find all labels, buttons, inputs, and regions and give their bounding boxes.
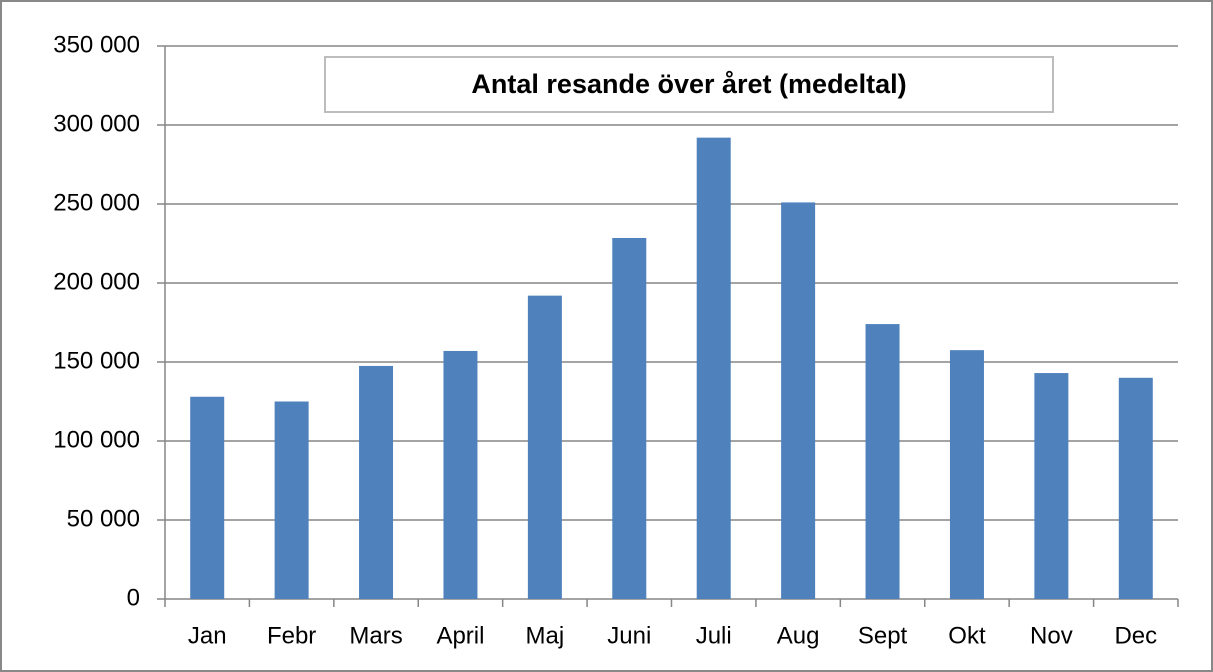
x-tick-label: Jan xyxy=(188,622,227,649)
bar xyxy=(359,365,394,599)
bar xyxy=(865,324,900,599)
bar xyxy=(612,237,647,599)
y-tick-label: 150 000 xyxy=(53,347,140,374)
x-tick-label: Dec xyxy=(1114,622,1157,649)
chart-title: Antal resande över året (medeltal) xyxy=(471,69,906,99)
x-tick-label: Juli xyxy=(696,622,732,649)
x-tick-label: April xyxy=(436,622,484,649)
y-tick-label: 300 000 xyxy=(53,110,140,137)
bar xyxy=(1034,373,1069,599)
bar xyxy=(527,295,562,599)
y-tick-label: 50 000 xyxy=(67,505,140,532)
bar xyxy=(274,401,309,599)
y-tick-label: 250 000 xyxy=(53,189,140,216)
title-box xyxy=(324,56,1054,113)
bar xyxy=(696,137,731,599)
x-tick-label: Juni xyxy=(607,622,651,649)
y-tick-label: 100 000 xyxy=(53,426,140,453)
x-tick-label: Sept xyxy=(858,622,908,649)
y-tick-label: 0 xyxy=(127,584,140,611)
bar xyxy=(949,350,984,599)
bar xyxy=(443,350,478,599)
x-tick-label: Nov xyxy=(1030,622,1073,649)
y-tick-label: 200 000 xyxy=(53,268,140,295)
x-tick-label: Okt xyxy=(948,622,986,649)
y-tick-label: 350 000 xyxy=(53,31,140,58)
x-tick-label: Febr xyxy=(267,622,316,649)
x-tick-label: Aug xyxy=(777,622,820,649)
x-tick-label: Mars xyxy=(349,622,402,649)
bar xyxy=(190,396,225,599)
x-tick-label: Maj xyxy=(526,622,565,649)
bar xyxy=(1118,377,1153,599)
bar xyxy=(781,202,816,600)
